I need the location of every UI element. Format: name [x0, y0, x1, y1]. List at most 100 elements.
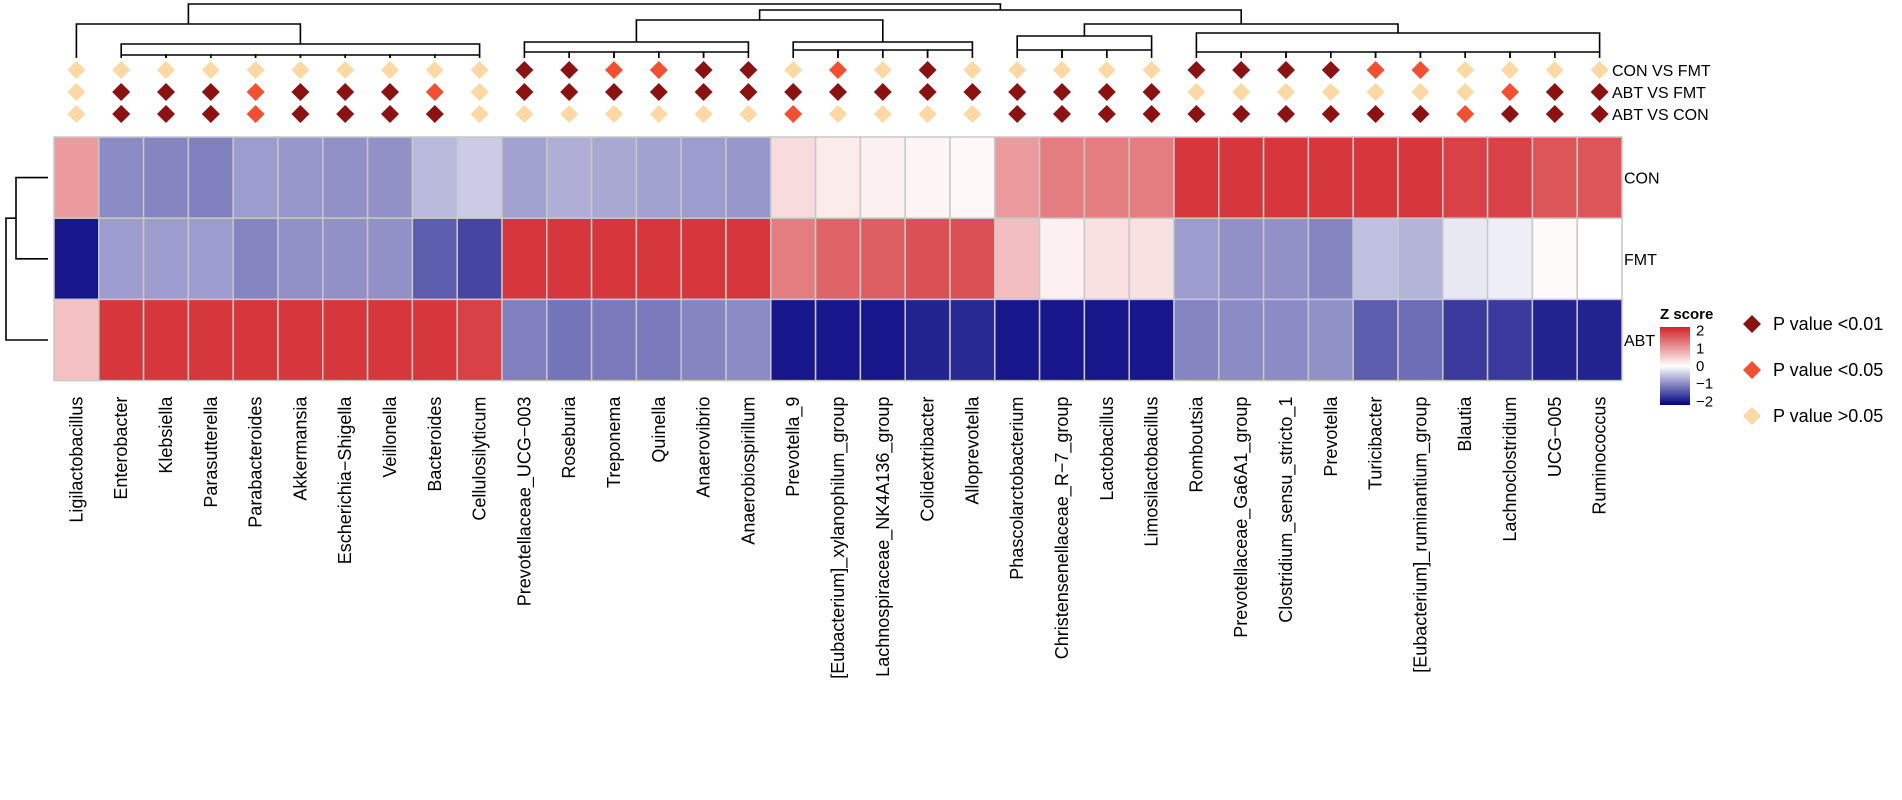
- heatmap-cell: [680, 298, 727, 382]
- dendrogram-link: [658, 51, 705, 58]
- significance-marker: [1008, 61, 1027, 79]
- dendrogram-link: [344, 54, 391, 58]
- significance-marker: [963, 83, 982, 101]
- significance-marker: [470, 83, 489, 101]
- heatmap-cell: [994, 217, 1041, 301]
- comparison-label: CON VS FMT: [1612, 63, 1711, 80]
- heatmap-cell: [725, 136, 772, 219]
- heatmap-cell: [1531, 217, 1578, 301]
- heatmap-cell: [949, 298, 996, 382]
- dendrogram-link: [613, 51, 660, 58]
- significance-marker: [1501, 83, 1519, 101]
- comparison-label: ABT VS CON: [1612, 107, 1709, 124]
- heatmap-cell: [994, 136, 1041, 219]
- column-label: Romboutsia: [1186, 396, 1206, 493]
- heatmap-cell: [53, 136, 100, 219]
- significance-marker: [1411, 105, 1430, 123]
- significance-marker: [67, 105, 86, 123]
- dendrogram-link: [75, 23, 302, 58]
- significance-marker: [784, 105, 803, 123]
- heatmap-cell: [546, 298, 593, 382]
- significance-marker: [739, 61, 758, 79]
- pvalue-legend: P value <0.01 P value <0.05 P value >0.05: [1743, 314, 1883, 426]
- significance-marker: [649, 83, 668, 101]
- significance-marker: [112, 83, 131, 101]
- significance-marker: [1321, 61, 1340, 79]
- dendrogram-link: [165, 54, 212, 58]
- heatmap-cell: [232, 217, 279, 301]
- column-label: Lactobacillus: [1097, 397, 1117, 501]
- significance-marker: [201, 83, 220, 101]
- heatmap-cell: [1576, 217, 1623, 301]
- significance-marker: [694, 83, 713, 101]
- heatmap-cell: [1352, 136, 1399, 219]
- heatmap-cell: [859, 136, 906, 219]
- column-label: Veillonella: [380, 396, 400, 478]
- heatmap-cell: [1397, 136, 1444, 219]
- column-label: Blautia: [1455, 396, 1475, 452]
- significance-marker: [425, 61, 444, 79]
- heatmap-cell: [814, 136, 862, 219]
- heatmap-cell: [770, 217, 817, 301]
- heatmap-cell: [1307, 136, 1354, 219]
- colorbar-tick-label: −1: [1696, 376, 1713, 393]
- heatmap-cell: [322, 136, 369, 219]
- column-label: Lachnoclostridium: [1500, 397, 1520, 542]
- heatmap-cell: [1531, 136, 1578, 219]
- column-label: Christensenellaceae_R−7_group: [1052, 397, 1073, 660]
- significance-marker: [157, 61, 175, 79]
- heatmap-cell: [814, 298, 862, 382]
- significance-marker: [1545, 83, 1564, 101]
- column-label: Colidextribacter: [918, 397, 938, 522]
- heatmap-cell: [501, 136, 548, 219]
- significance-marker: [1232, 105, 1251, 123]
- heatmap-cell: [1083, 298, 1130, 382]
- significance-marker: [560, 83, 579, 101]
- significance-marker: [739, 83, 758, 101]
- column-label: [Eubacterium]_xylanophilum_group: [828, 397, 849, 679]
- column-label: Lachnospiraceae_NK4A136_group: [873, 397, 894, 677]
- significance-marker: [1053, 105, 1071, 123]
- dendrogram-link: [1509, 51, 1556, 58]
- heatmap-cell: [1173, 298, 1220, 382]
- pvalue-legend-label: P value >0.05: [1773, 406, 1883, 426]
- heatmap-cell: [725, 298, 772, 382]
- significance-marker: [112, 61, 131, 79]
- heatmap-cell: [1397, 298, 1444, 382]
- dendrogram-link: [1106, 49, 1153, 58]
- significance-marker: [1142, 61, 1161, 79]
- significance-marker: [560, 105, 579, 123]
- dendrogram-link: [702, 51, 750, 58]
- row-dendrogram: [5, 176, 48, 341]
- significance-marker: [1545, 105, 1564, 123]
- heatmap-cell: [1173, 217, 1220, 301]
- dendrogram-link: [1330, 51, 1377, 58]
- significance-marker: [784, 61, 803, 79]
- significance-marker: [246, 83, 265, 101]
- colorbar-title: Z score: [1660, 306, 1713, 323]
- heatmap-cell: [1442, 298, 1489, 382]
- pvalue-legend-label: P value <0.01: [1773, 314, 1883, 334]
- dendrogram-link: [1016, 49, 1063, 58]
- heatmap-cell: [1038, 217, 1086, 301]
- significance-marker: [1008, 83, 1027, 101]
- column-label: Turicibacter: [1366, 397, 1386, 490]
- significance-marker: [1590, 105, 1609, 123]
- significance-marker: [1142, 105, 1161, 123]
- heatmap-cell: [1218, 136, 1265, 219]
- heatmap-cell: [546, 136, 593, 219]
- significance-marker: [694, 105, 713, 123]
- heatmap-cell: [590, 217, 638, 301]
- significance-marker: [963, 61, 982, 79]
- heatmap-cell: [1262, 298, 1310, 382]
- column-label: Prevotella_9: [783, 397, 804, 497]
- heatmap-cell: [1083, 217, 1130, 301]
- column-label: Prevotellaceae_Ga6A1_group: [1231, 397, 1252, 638]
- heatmap-cell: [98, 217, 145, 301]
- pvalue-legend-diamond: [1743, 407, 1761, 425]
- heatmap-cell: [635, 298, 682, 382]
- heatmap-cell: [859, 217, 906, 301]
- significance-marker: [515, 105, 534, 123]
- dendrogram-link: [1374, 51, 1422, 58]
- significance-marker: [1590, 61, 1609, 79]
